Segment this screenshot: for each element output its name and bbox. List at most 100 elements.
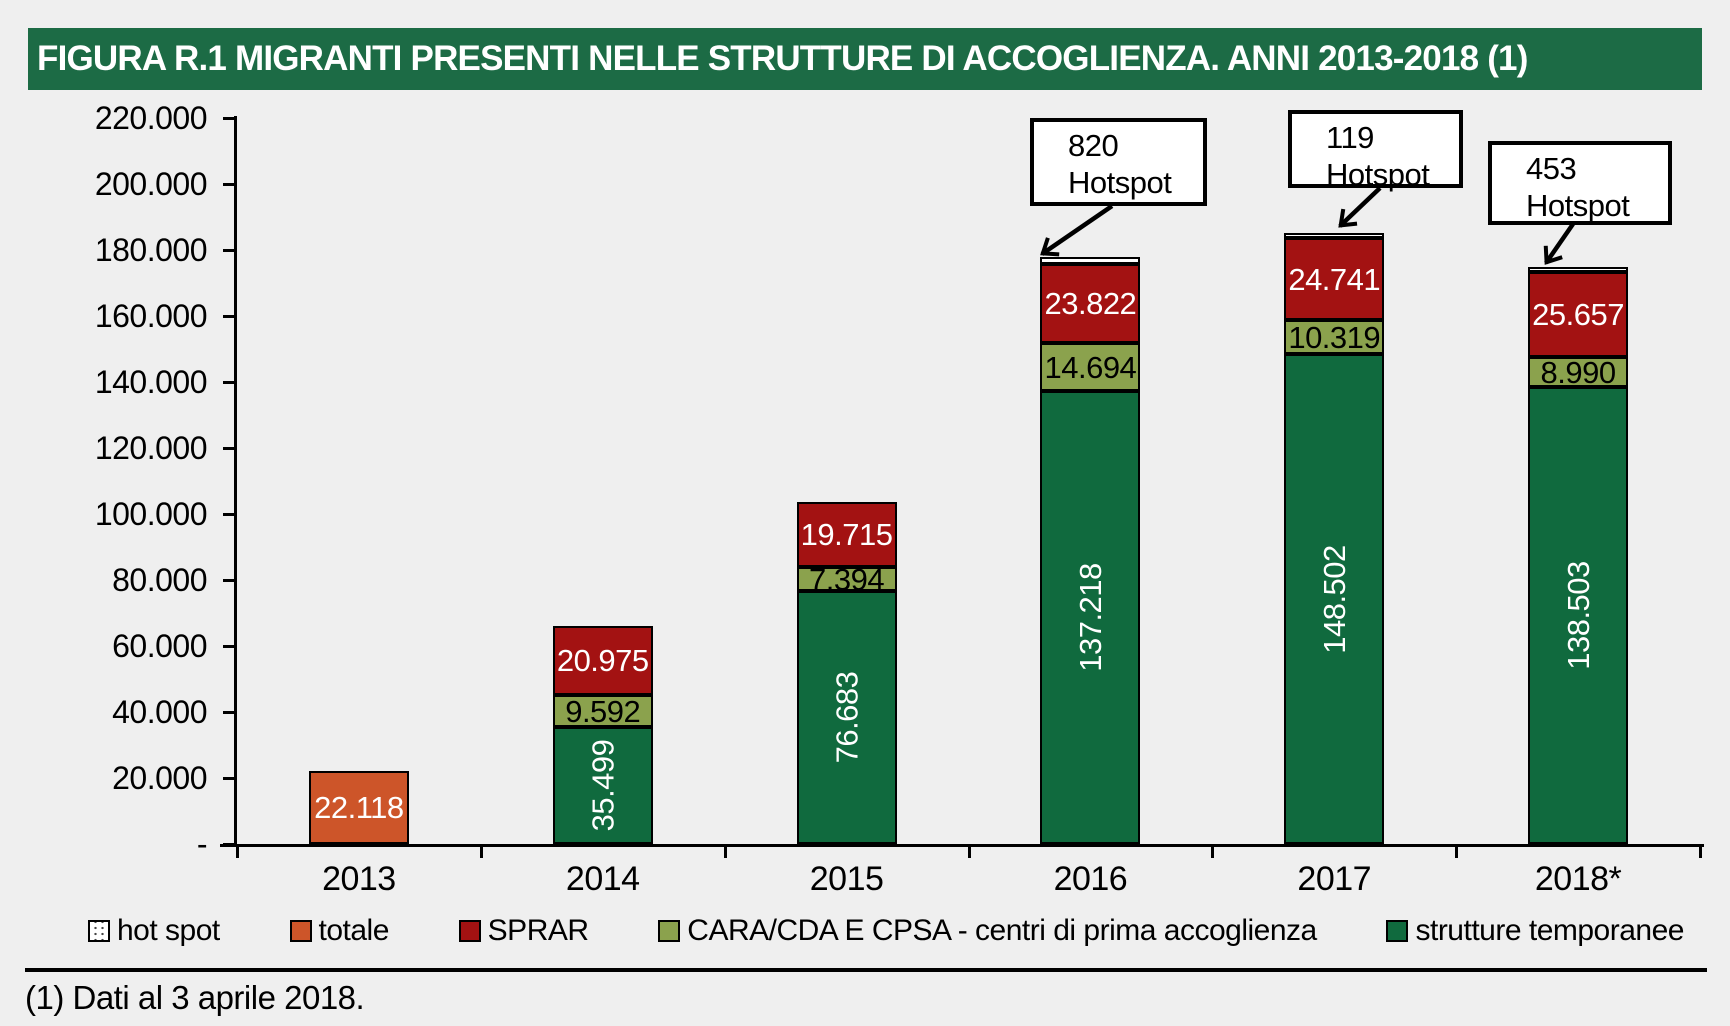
segment-value-label: 14.694 [1044,349,1137,385]
x-tick-mark [1455,844,1459,858]
segment-value-label: 23.822 [1044,286,1137,321]
segment-value-label: 7.394 [809,561,885,597]
y-axis-label: 220.000 [94,100,208,136]
bar-2017: 24.741 10.319 148.502 [1284,233,1385,844]
callout-value: 119 [1326,120,1374,155]
y-axis-label: 60.000 [112,628,207,664]
x-axis-label: 2013 [322,860,396,898]
bar-segment-strutture: 76.683 [796,591,897,844]
x-axis-line [220,844,1704,847]
bar-segment-cara: 7.394 [796,564,897,595]
callout-label: Hotspot [1326,157,1430,192]
chart-legend: hot spot totale SPRAR CARA/CDA E CPSA - cen… [88,914,1684,948]
y-tick-mark [223,315,234,318]
legend-item-strutture: strutture temporanee [1386,914,1684,948]
y-axis-label: 180.000 [94,232,208,268]
legend-item-sprar: SPRAR [458,914,589,948]
bar-segment-sprar: 25.657 [1528,272,1629,357]
bar-segment-hotspot [1284,233,1385,238]
bar-segment-totale: 22.118 [308,771,409,844]
bar-segment-sprar: 24.741 [1284,238,1385,320]
legend-swatch-sprar [458,920,481,942]
y-tick-mark [223,183,234,186]
figure-title: FIGURA R.1 MIGRANTI PRESENTI NELLE STRUT… [28,28,1702,90]
x-axis-label: 2017 [1297,860,1372,898]
segment-value-label: 148.502 [1316,544,1352,654]
footnote: (1) Dati al 3 aprile 2018. [25,979,365,1016]
callout-arrow [1543,222,1575,265]
legend-swatch-totale [289,920,312,942]
legend-swatch-strutture [1386,920,1409,942]
legend-label: strutture temporanee [1415,914,1684,947]
bar-segment-cara: 9.592 [552,693,653,729]
bar-segment-cara: 10.319 [1284,320,1385,354]
y-tick-mark [223,117,234,120]
x-tick-mark [1211,844,1215,858]
y-axis-label: 80.000 [112,562,207,598]
bar-segment-cara: 8.990 [1528,354,1629,390]
y-axis-label: 120.000 [94,430,208,466]
callout-arrow [1040,204,1114,257]
legend-label: CARA/CDA E CPSA - centri di prima accogl… [687,914,1317,947]
x-axis-label: 2018* [1534,860,1622,898]
segment-value-label: 76.683 [829,671,865,764]
bar-segment-strutture: 148.502 [1284,354,1385,844]
divider-line [25,968,1707,972]
segment-value-label: 9.592 [565,693,641,729]
bar-segment-cara: 14.694 [1040,343,1141,391]
callout-label: Hotspot [1068,165,1172,200]
callout-820-hotspot: 820 Hotspot [1030,118,1207,206]
y-tick-mark [223,249,234,252]
legend-item-hotspot: hot spot [88,914,220,948]
bar-segment-hotspot [1528,267,1629,272]
y-tick-mark [223,513,234,516]
y-axis-label: 160.000 [94,298,208,334]
bar-2013: 22.118 [308,771,409,844]
callout-arrow [1338,186,1382,228]
bar-segment-strutture: 35.499 [552,727,653,844]
y-axis-label: 140.000 [94,364,208,400]
bar-segment-hotspot [1040,257,1141,264]
segment-value-label: 35.499 [585,739,621,832]
segment-value-label: 24.741 [1288,261,1381,297]
x-tick-mark [479,844,483,858]
y-tick-mark [223,447,234,450]
legend-label: hot spot [117,914,220,947]
y-tick-mark [223,579,234,582]
y-axis-label: 100.000 [94,496,208,532]
bar-segment-sprar: 19.715 [796,502,897,567]
y-axis-label: 40.000 [112,694,207,730]
y-axis-label: 20.000 [112,760,207,796]
y-axis-label: - [196,826,208,862]
segment-value-label: 20.975 [556,643,649,678]
callout-label: Hotspot [1526,188,1630,223]
y-tick-mark [223,645,234,648]
x-tick-mark [236,844,239,858]
callout-119-hotspot: 119 Hotspot [1288,110,1463,192]
callout-value: 453 [1526,151,1577,186]
y-tick-mark [223,843,234,846]
bar-segment-strutture: 138.503 [1528,387,1629,844]
y-axis-line [234,116,237,847]
bar-2018*: 25.657 8.990 138.503 [1528,267,1629,844]
legend-label: totale [318,914,390,947]
legend-swatch-hotspot [88,920,110,942]
segment-value-label: 138.503 [1560,561,1596,670]
segment-value-label: 25.657 [1532,297,1624,332]
y-tick-mark [223,381,234,384]
y-tick-mark [223,777,234,780]
callout-453-hotspot: 453 Hotspot [1488,141,1672,225]
legend-swatch-cara [658,920,681,942]
bar-2015: 19.715 7.394 76.683 [796,502,897,844]
bar-segment-strutture: 137.218 [1040,391,1141,844]
segment-value-label: 22.118 [314,790,404,825]
x-axis-label: 2014 [565,860,640,898]
bar-2016: 23.822 14.694 137.218 [1040,257,1141,844]
x-tick-mark [723,844,727,858]
segment-value-label: 8.990 [1540,354,1617,390]
y-tick-mark [223,711,234,714]
legend-item-totale: totale [289,914,390,948]
y-axis-label: 200.000 [94,166,208,202]
bar-segment-sprar: 23.822 [1040,264,1141,343]
